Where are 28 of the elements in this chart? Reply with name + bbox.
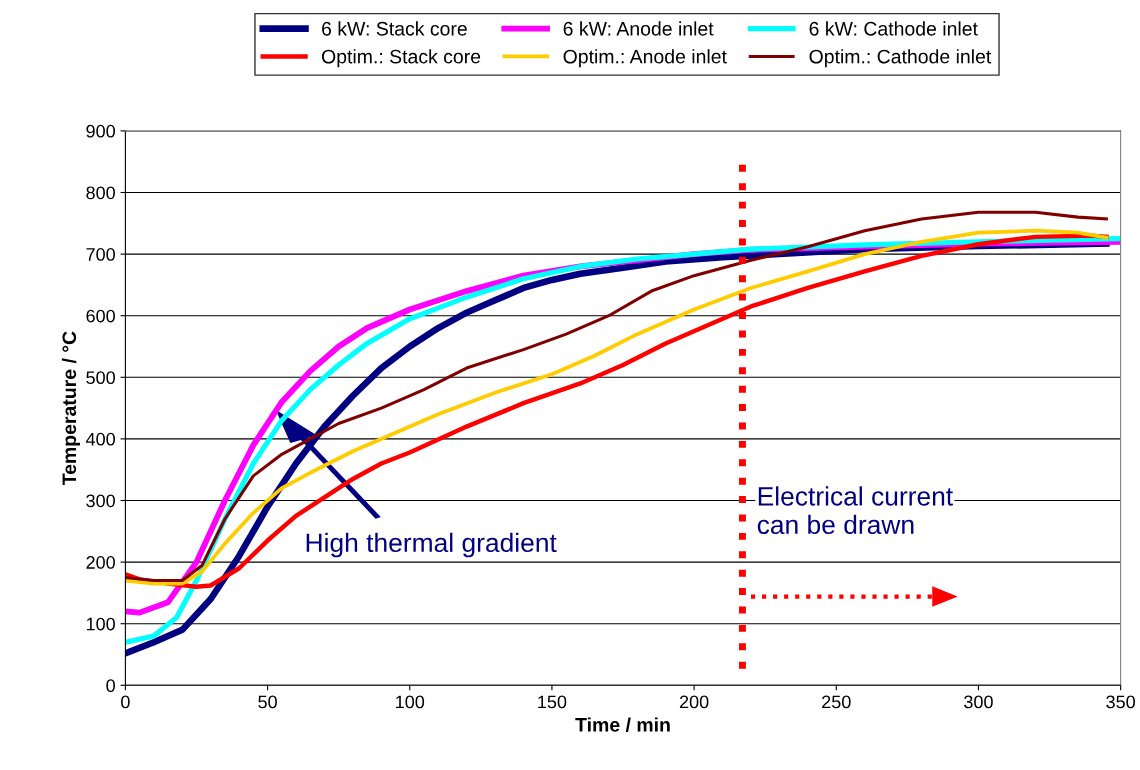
x-tick-label: 150 (538, 695, 567, 709)
annotation: High thermal gradient (306, 532, 557, 558)
legend-label: 6 kW: Cathode inlet (809, 21, 978, 36)
x-tick-label: 50 (258, 695, 277, 709)
x-tick-label: 0 (121, 695, 130, 709)
y-tick-label: 700 (86, 248, 115, 261)
y-axis-title: Temperature / °C (61, 331, 80, 486)
legend-label: Optim.: Anode inlet (563, 49, 727, 68)
legend-label: Optim.: Cathode inlet (809, 49, 992, 68)
y-tick-label: 300 (86, 494, 115, 508)
x-tick-label: 100 (396, 695, 425, 709)
y-tick-label: 200 (86, 556, 115, 569)
x-tick-label: 300 (964, 695, 993, 709)
y-tick-label: 400 (85, 432, 115, 446)
x-axis-title: Time / min (575, 717, 670, 732)
y-tick-label: 0 (106, 679, 115, 693)
x-tick-label: 350 (1106, 695, 1135, 709)
y-tick-label: 900 (86, 124, 115, 138)
legend-label: 6 kW: Anode inlet (563, 21, 714, 36)
legend-label: Optim.: Stack core (322, 49, 481, 68)
y-tick-label: 800 (86, 186, 115, 200)
ref-line-label: Electrical current can be drawn (757, 486, 953, 535)
x-tick-label: 250 (822, 695, 851, 709)
y-tick-label: 500 (86, 371, 115, 385)
y-tick-label: 600 (86, 309, 115, 323)
legend-label: 6 kW: Stack core (322, 21, 467, 36)
y-tick-label: 100 (86, 617, 115, 631)
x-tick-label: 200 (679, 695, 709, 709)
